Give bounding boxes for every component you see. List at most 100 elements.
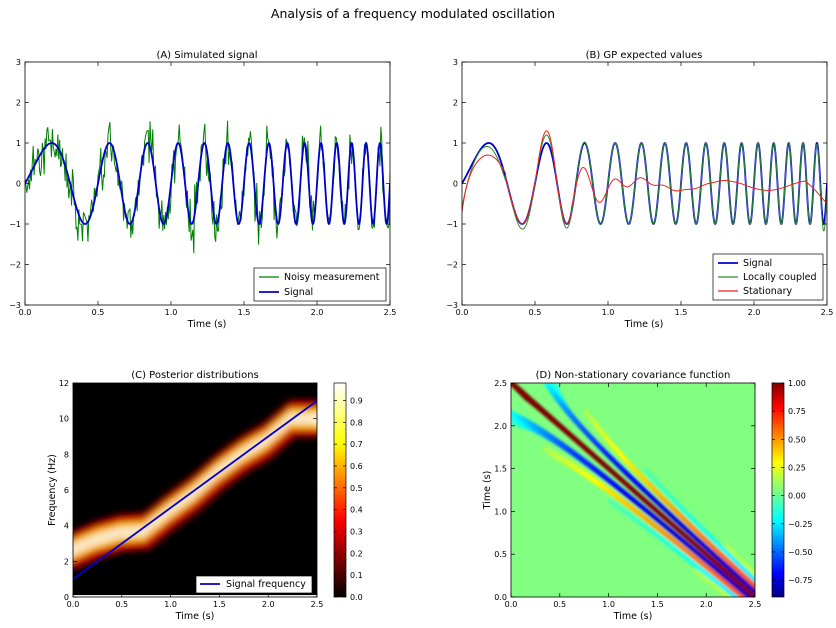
legend-label-signal-b: Signal <box>743 258 772 269</box>
panel-a-legend: Noisy measurement Signal <box>253 267 387 302</box>
covariance-heatmap <box>511 383 770 608</box>
panel-a-xtick-label: 1.5 <box>238 308 251 317</box>
covariance-band <box>741 601 747 607</box>
covariance-band <box>755 591 761 597</box>
panel-b-ytick-label: −1 <box>446 220 458 229</box>
posterior-core <box>148 520 157 532</box>
covariance-band <box>758 576 764 582</box>
colorbar-c-label: 0.7 <box>350 440 363 449</box>
panel-a-ytick-label: −2 <box>9 261 21 270</box>
covariance-band <box>736 602 742 608</box>
legend-label-signal-frequency: Signal frequency <box>226 579 306 590</box>
colorbar-d-label: −0.75 <box>788 576 813 585</box>
legend-label-stationary: Stationary <box>743 286 793 297</box>
posterior-core <box>93 534 102 546</box>
panel-a-ytick-label: −1 <box>9 220 21 229</box>
panel-c-ytick-label: 8 <box>64 450 69 459</box>
panel-d-ytick-label: 0.0 <box>494 593 507 602</box>
panel-d-xtick-label: 1.0 <box>602 600 615 609</box>
covariance-band <box>758 588 764 594</box>
covariance-band <box>754 579 755 586</box>
panel-a-ytick-label: −3 <box>9 301 21 310</box>
panel-c-xlabel: Time (s) <box>175 611 215 622</box>
panel-c-xtick-label: 0.0 <box>67 600 80 609</box>
covariance-band <box>751 576 755 583</box>
covariance-band <box>754 585 755 592</box>
panel-b-title: (B) GP expected values <box>586 50 703 61</box>
covariance-band <box>732 599 738 605</box>
legend-label-locally-coupled: Locally coupled <box>743 272 817 283</box>
panel-c-ytick-label: 12 <box>59 379 69 388</box>
panel-a-ytick-label: 3 <box>16 58 21 67</box>
panel-c-ytick-label: 4 <box>64 522 69 531</box>
panel-d-xtick-label: 1.5 <box>651 600 664 609</box>
covariance-band <box>726 594 733 597</box>
panel-a: (A) Simulated signal 0.0 0.5 1.0 1.5 2.0 2.5 −… <box>9 50 396 330</box>
panel-a-xtick-label: 0.5 <box>92 308 105 317</box>
covariance-band <box>734 601 740 607</box>
covariance-band <box>764 583 770 589</box>
panel-b-xtick-label: 0.5 <box>529 308 542 317</box>
covariance-band <box>733 594 740 597</box>
colorbar-c-label: 0.4 <box>350 506 363 515</box>
panel-b-ytick-label: −3 <box>446 301 458 310</box>
panel-d-colorbar <box>771 382 785 598</box>
panel-b-ytick-label: 0 <box>453 180 458 189</box>
panel-c-xtick-label: 1.5 <box>213 600 226 609</box>
posterior-core <box>87 537 96 548</box>
panel-c-ytick-label: 0 <box>64 593 69 602</box>
posterior-core <box>257 438 267 449</box>
panel-c-xtick-label: 1.0 <box>164 600 177 609</box>
covariance-band <box>756 581 762 587</box>
panel-a-xtick-label: 1.0 <box>165 308 178 317</box>
colorbar-c-label: 0.1 <box>350 571 363 580</box>
panel-d-ytick-label: 2.5 <box>494 379 507 388</box>
covariance-band <box>756 587 762 593</box>
panel-a-xtick-label: 2.5 <box>384 308 397 317</box>
posterior-core <box>123 527 133 538</box>
colorbar-d-label: 0.75 <box>788 407 806 416</box>
covariance-band <box>739 599 745 605</box>
covariance-band <box>731 593 738 597</box>
posterior-core <box>202 477 212 489</box>
covariance-band <box>759 578 765 584</box>
panel-a-xtick-label: 2.0 <box>311 308 324 317</box>
covariance-band <box>754 573 755 580</box>
stationary-line <box>462 130 827 225</box>
colorbar-c-label: 0.3 <box>350 527 363 536</box>
panel-d-ytick-label: 0.5 <box>494 550 507 559</box>
panel-b-xtick-label: 2.5 <box>821 308 834 317</box>
posterior-baseline <box>73 595 317 597</box>
colorbar-c-label: 0.9 <box>350 396 363 405</box>
panel-b-xtick-label: 1.0 <box>602 308 615 317</box>
panel-b-ytick-label: 1 <box>453 139 458 148</box>
covariance-band <box>730 598 736 604</box>
colorbar-d-label: 0.25 <box>788 463 806 472</box>
posterior-core <box>178 497 188 508</box>
panel-c-legend: Signal frequency <box>195 575 313 594</box>
covariance-band <box>737 598 743 604</box>
panel-b: (B) GP expected values 0.0 0.5 1.0 1.5 2.0 2.… <box>446 50 833 330</box>
panel-b-xtick-label: 1.5 <box>675 308 688 317</box>
noisy-measurement-line <box>25 120 390 254</box>
panel-c-xtick-label: 2.5 <box>311 600 324 609</box>
panel-b-legend: Signal Locally coupled Stationary <box>712 253 824 301</box>
panel-d: (D) Non-stationary covariance function 0… <box>482 370 813 622</box>
panel-c-title: (C) Posterior distributions <box>131 370 259 381</box>
panel-b-ytick-label: −2 <box>446 261 458 270</box>
colorbar-d-label: −0.50 <box>788 548 813 557</box>
panel-d-ytick-label: 2.0 <box>494 422 507 431</box>
panel-a-xlabel: Time (s) <box>187 319 227 330</box>
panel-b-ytick-label: 3 <box>453 58 458 67</box>
panel-c-xtick-label: 2.0 <box>262 600 275 609</box>
panel-d-ylabel: Time (s) <box>482 471 493 511</box>
panel-c-xtick-label: 0.5 <box>115 600 128 609</box>
colorbar-d-label: 1.00 <box>788 379 806 388</box>
signal-line <box>25 142 390 225</box>
figure-title: Analysis of a frequency modulated oscill… <box>271 6 555 21</box>
panel-d-ytick-label: 1.0 <box>494 507 507 516</box>
posterior-core <box>141 525 151 537</box>
panel-a-ytick-label: 0 <box>16 180 21 189</box>
posterior-core <box>117 527 127 538</box>
